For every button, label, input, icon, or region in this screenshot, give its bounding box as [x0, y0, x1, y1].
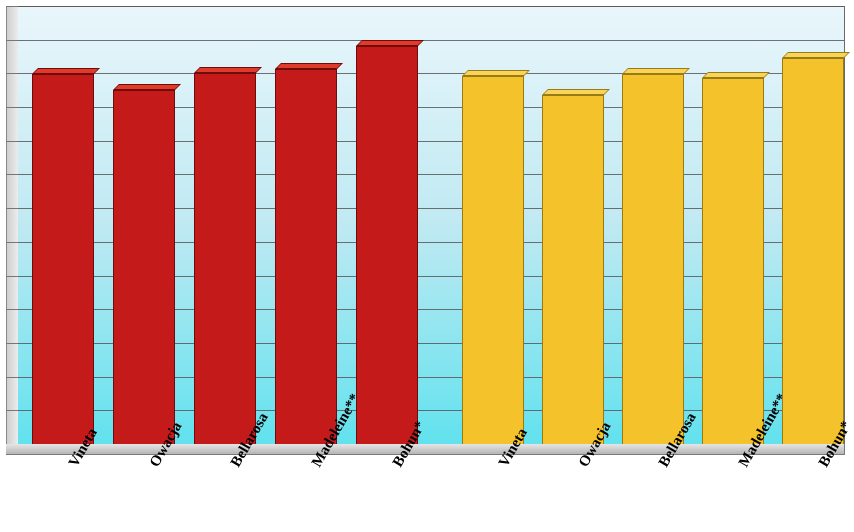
bar-group-yellow-3 — [702, 78, 764, 445]
y-tick — [6, 309, 18, 310]
y-tick — [6, 174, 18, 175]
y-tick — [6, 276, 18, 277]
bar-group-red-4 — [356, 46, 418, 445]
y-tick — [6, 40, 18, 41]
y-tick — [6, 242, 18, 243]
bar-group-red-1 — [113, 90, 175, 445]
y-tick — [6, 343, 18, 344]
y-tick — [6, 410, 18, 411]
y-tick — [6, 107, 18, 108]
bar-group-yellow-0 — [462, 76, 524, 445]
bar-group-yellow-4 — [782, 58, 844, 445]
y-tick — [6, 208, 18, 209]
plot-floor — [6, 444, 845, 455]
chart-frame: VinetaOwacjaBellarosaMadeleine**Bohun*Vi… — [0, 0, 854, 532]
bar-group-red-3 — [275, 69, 337, 445]
y-tick — [6, 141, 18, 142]
grid-line — [18, 6, 844, 7]
y-tick — [6, 377, 18, 378]
grid-line — [18, 40, 844, 41]
y-tick — [6, 6, 18, 7]
bar-group-yellow-2 — [622, 74, 684, 445]
y-tick — [6, 73, 18, 74]
bar-group-yellow-1 — [542, 95, 604, 445]
bar-group-red-2 — [194, 73, 256, 445]
plot-area — [18, 6, 845, 445]
bar-group-red-0 — [32, 74, 94, 445]
